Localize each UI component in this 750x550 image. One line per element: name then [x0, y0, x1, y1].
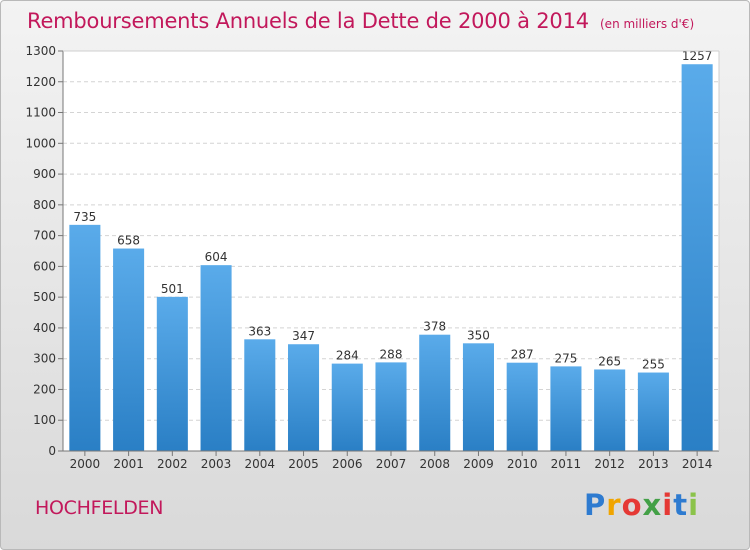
data-label: 284 [336, 349, 359, 363]
bar-2000 [69, 224, 101, 451]
y-tick-label: 600 [33, 259, 56, 273]
x-tick-label: 2003 [201, 457, 232, 471]
y-tick-label: 1300 [25, 44, 56, 58]
data-label: 658 [117, 234, 140, 248]
bar-2009 [462, 343, 494, 451]
bar-2002 [156, 296, 188, 451]
bar-2013 [637, 372, 669, 451]
data-label: 1257 [682, 49, 713, 63]
logo-letter: t [673, 488, 689, 522]
x-tick-label: 2006 [332, 457, 363, 471]
bar-2014 [681, 64, 713, 451]
bar-2005 [288, 344, 320, 451]
logo-letter: P [584, 488, 607, 522]
bar-2007 [375, 362, 407, 451]
data-label: 347 [292, 329, 315, 343]
logo-letter: i [688, 488, 700, 522]
data-label: 288 [380, 347, 403, 361]
y-tick-label: 400 [33, 321, 56, 335]
logo-letter: o [621, 488, 643, 522]
x-tick-label: 2002 [157, 457, 188, 471]
data-label: 604 [205, 250, 228, 264]
bar-2012 [594, 369, 626, 451]
bar-2006 [331, 363, 363, 451]
y-tick-label: 800 [33, 198, 56, 212]
data-label: 378 [423, 320, 446, 334]
x-tick-label: 2007 [376, 457, 407, 471]
y-tick-label: 100 [33, 413, 56, 427]
data-label: 287 [511, 348, 534, 362]
data-label: 255 [642, 358, 665, 372]
bar-2011 [550, 366, 582, 451]
y-tick-label: 1200 [25, 75, 56, 89]
y-tick-label: 500 [33, 290, 56, 304]
x-tick-label: 2004 [245, 457, 276, 471]
proxiti-logo: Proxiti [584, 488, 699, 522]
data-label: 501 [161, 282, 184, 296]
y-tick-label: 900 [33, 167, 56, 181]
y-tick-label: 1000 [25, 136, 56, 150]
data-label: 265 [598, 354, 621, 368]
bar-2010 [506, 362, 538, 451]
logo-letter: i [662, 488, 674, 522]
x-tick-label: 2014 [682, 457, 713, 471]
y-tick-label: 200 [33, 382, 56, 396]
x-tick-label: 2005 [288, 457, 319, 471]
y-tick-label: 1100 [25, 106, 56, 120]
x-tick-label: 2012 [594, 457, 625, 471]
data-label: 735 [73, 210, 96, 224]
commune-name: HOCHFELDEN [35, 497, 164, 519]
bar-2003 [200, 265, 232, 451]
bar-2008 [419, 334, 451, 451]
title-row: Remboursements Annuels de la Dette de 20… [27, 9, 694, 33]
logo-letter: r [606, 488, 622, 522]
x-tick-label: 2000 [70, 457, 101, 471]
x-tick-label: 2009 [463, 457, 494, 471]
bar-2004 [244, 339, 276, 451]
x-tick-label: 2008 [419, 457, 450, 471]
y-tick-label: 0 [48, 444, 56, 458]
x-tick-label: 2010 [507, 457, 538, 471]
x-tick-label: 2011 [551, 457, 582, 471]
y-tick-label: 300 [33, 352, 56, 366]
data-label: 275 [554, 351, 577, 365]
data-label: 350 [467, 328, 490, 342]
chart-subtitle: (en milliers d'€) [600, 17, 695, 31]
x-tick-label: 2013 [638, 457, 669, 471]
x-tick-label: 2001 [113, 457, 144, 471]
data-label: 363 [248, 324, 271, 338]
chart-title: Remboursements Annuels de la Dette de 20… [27, 9, 589, 33]
bar-2001 [113, 248, 145, 451]
y-tick-label: 700 [33, 229, 56, 243]
logo-letter: x [642, 488, 663, 522]
